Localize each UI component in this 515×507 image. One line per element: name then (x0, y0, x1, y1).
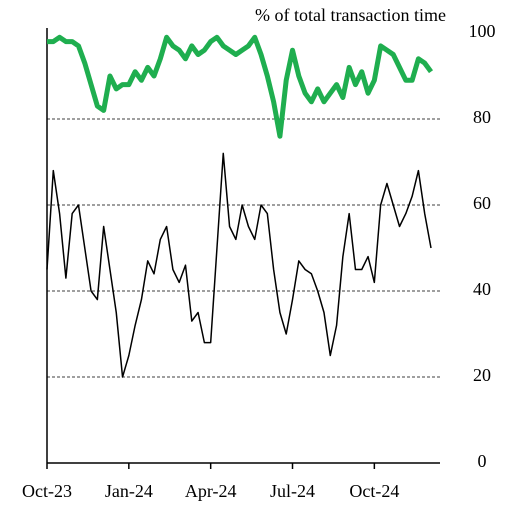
y-tick-label: 40 (473, 279, 491, 299)
chart-title: % of total transaction time (255, 5, 446, 25)
series-line (46, 152, 432, 378)
x-tick-label: Oct-23 (22, 481, 72, 501)
y-tick-label: 0 (478, 451, 487, 471)
y-tick-label: 80 (473, 107, 491, 127)
x-tick-label: Apr-24 (185, 481, 237, 501)
y-tick-label: 100 (469, 21, 496, 41)
series-line (47, 34, 434, 139)
x-tick-label: Oct-24 (349, 481, 399, 501)
x-tick-label: Jan-24 (105, 481, 153, 501)
x-tick-label: Jul-24 (270, 481, 315, 501)
y-tick-label: 60 (473, 193, 491, 213)
y-tick-label: 20 (473, 365, 491, 385)
